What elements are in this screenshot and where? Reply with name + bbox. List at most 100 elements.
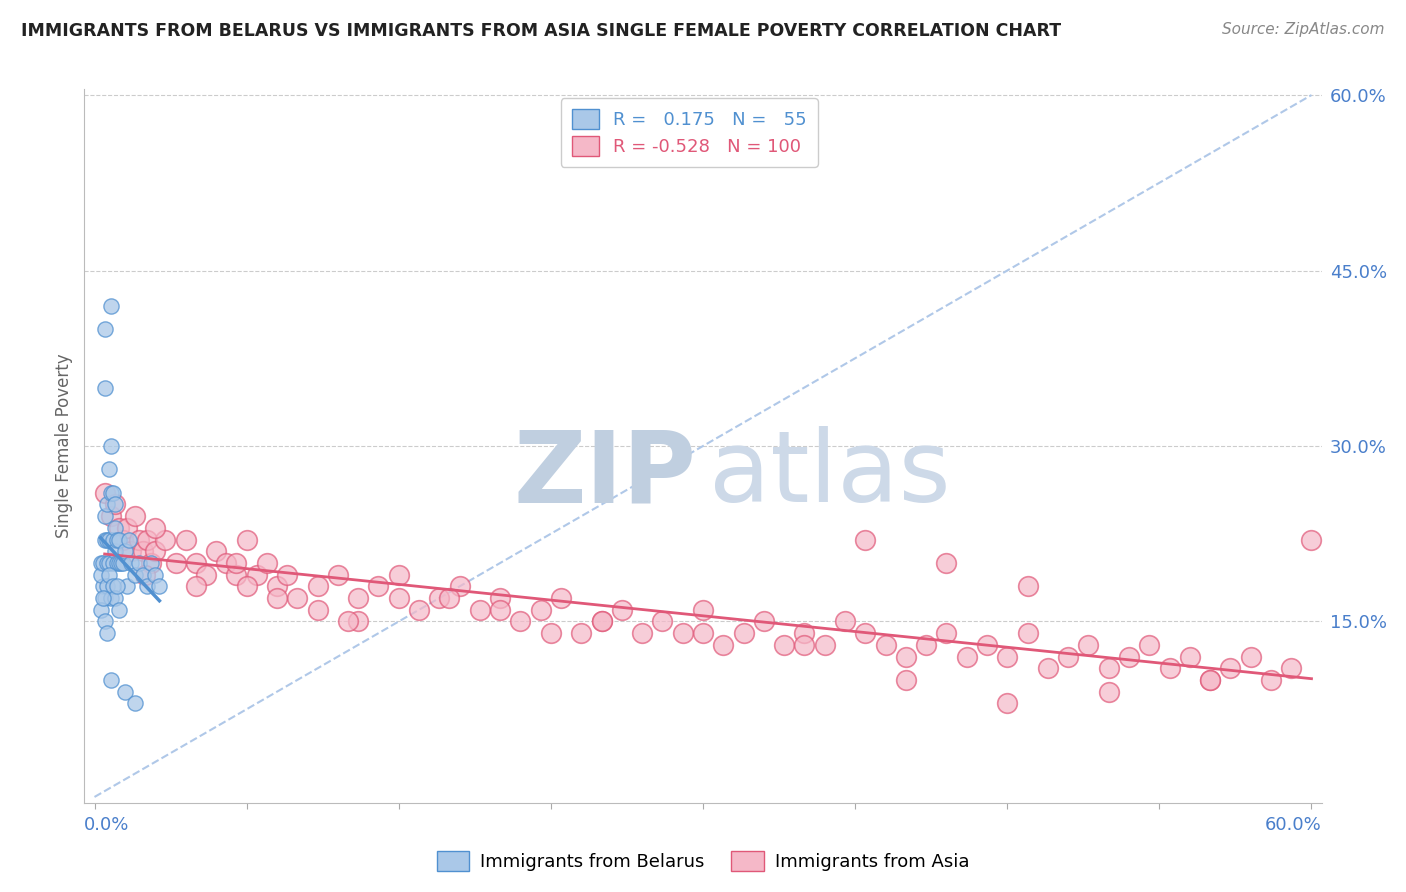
Point [143,567,166,582]
Text: IMMIGRANTS FROM BELARUS VS IMMIGRANTS FROM ASIA SINGLE FEMALE POVERTY CORRELATIO: IMMIGRANTS FROM BELARUS VS IMMIGRANTS FR… [21,22,1062,40]
Point [439,591,461,605]
Point [692,626,714,640]
Point [692,603,714,617]
Point [108,603,131,617]
Point [134,567,156,582]
Point [337,615,360,629]
Point [326,567,349,582]
Text: atlas: atlas [709,426,950,523]
Point [96,533,118,547]
Point [184,579,207,593]
Legend: Immigrants from Belarus, Immigrants from Asia: Immigrants from Belarus, Immigrants from… [429,844,977,879]
Point [91,556,114,570]
Point [132,567,155,582]
Point [143,544,166,558]
Text: 0.0%: 0.0% [84,815,129,834]
Point [100,673,122,687]
Point [114,684,136,698]
Point [101,556,124,570]
Point [347,615,370,629]
Point [97,533,120,547]
Point [550,591,572,605]
Point [1178,649,1201,664]
Point [91,591,114,605]
Point [591,615,613,629]
Point [367,579,389,593]
Point [141,556,163,570]
Point [509,615,531,629]
Point [1137,638,1160,652]
Point [793,626,815,640]
Text: ZIP: ZIP [515,426,697,523]
Text: 60.0%: 60.0% [1265,815,1322,834]
Point [120,556,142,570]
Point [100,439,122,453]
Point [124,509,146,524]
Point [174,533,197,547]
Point [141,556,163,570]
Point [610,603,633,617]
Point [894,673,917,687]
Point [225,556,247,570]
Point [93,380,115,394]
Point [100,299,122,313]
Point [307,579,329,593]
Point [449,579,471,593]
Point [97,567,120,582]
Point [96,626,118,640]
Point [128,533,150,547]
Point [124,567,146,582]
Point [136,533,159,547]
Point [104,498,127,512]
Legend: R =   0.175   N =   55, R = -0.528   N = 100: R = 0.175 N = 55, R = -0.528 N = 100 [561,98,818,167]
Point [96,556,118,570]
Point [1118,649,1140,664]
Point [111,556,134,570]
Point [489,591,512,605]
Point [1017,626,1039,640]
Point [215,556,238,570]
Point [225,567,247,582]
Point [1219,661,1241,675]
Point [235,533,257,547]
Point [995,649,1018,664]
Point [105,533,128,547]
Point [935,626,957,640]
Point [347,591,370,605]
Point [96,498,118,512]
Point [468,603,491,617]
Text: Source: ZipAtlas.com: Source: ZipAtlas.com [1222,22,1385,37]
Point [101,579,124,593]
Point [285,591,308,605]
Point [111,533,134,547]
Point [1279,661,1302,675]
Point [93,509,115,524]
Point [853,626,876,640]
Point [569,626,592,640]
Point [120,544,142,558]
Point [733,626,755,640]
Point [104,521,127,535]
Point [148,579,170,593]
Point [93,533,115,547]
Point [110,556,132,570]
Point [155,533,177,547]
Point [1260,673,1282,687]
Point [184,556,207,570]
Point [651,615,673,629]
Point [114,544,136,558]
Point [875,638,897,652]
Point [195,567,218,582]
Point [93,322,115,336]
Point [128,556,150,570]
Point [672,626,695,640]
Point [115,521,138,535]
Point [108,533,131,547]
Point [100,485,122,500]
Point [108,556,131,570]
Point [388,591,411,605]
Point [814,638,837,652]
Point [793,638,815,652]
Point [427,591,450,605]
Point [143,521,166,535]
